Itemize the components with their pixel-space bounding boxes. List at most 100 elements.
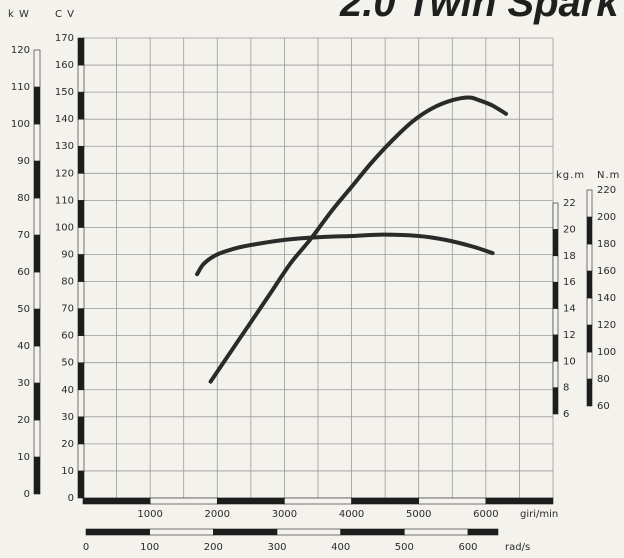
cv-axis-segment <box>77 91 85 120</box>
kgm-axis-segment <box>552 334 559 362</box>
kw-tick-label: 80 <box>17 193 30 204</box>
kw-axis-segment <box>33 123 41 162</box>
rads-axis-segment <box>404 528 469 536</box>
kw-axis-segment <box>33 234 41 273</box>
cv-axis-segment <box>77 443 85 472</box>
nm-axis-segment <box>586 324 593 353</box>
kgm-axis-segment <box>552 229 559 257</box>
nm-axis-segment <box>586 243 593 272</box>
kgm-tick-label: 6 <box>563 409 569 420</box>
cv-tick-label: 130 <box>55 141 74 152</box>
kw-tick-label: 40 <box>17 341 30 352</box>
kw-tick-label: 120 <box>11 45 30 56</box>
kw-axis-unit: k W <box>8 9 30 20</box>
cv-tick-label: 120 <box>55 168 74 179</box>
torque-curve <box>195 232 495 277</box>
kw-axis-segment <box>33 308 41 347</box>
kw-tick-label: 0 <box>24 489 30 500</box>
kw-tick-label: 70 <box>17 230 30 241</box>
x-axis-unit: giri/min <box>520 509 558 520</box>
rpm-tick-label: 4000 <box>339 509 364 520</box>
power-curve <box>208 95 508 384</box>
rads-tick-label: 400 <box>331 542 350 553</box>
nm-tick-label: 180 <box>597 239 616 250</box>
cv-tick-label: 40 <box>61 385 74 396</box>
cv-tick-label: 140 <box>55 114 74 125</box>
cv-tick-label: 100 <box>55 222 74 233</box>
rpm-tick-label: 5000 <box>406 509 431 520</box>
kw-tick-label: 50 <box>17 304 30 315</box>
rads-axis-segment <box>149 528 214 536</box>
cv-axis-segment <box>77 227 85 255</box>
cv-axis-segment <box>77 145 85 174</box>
kw-tick-label: 10 <box>17 452 30 463</box>
kw-axis-segment <box>33 160 41 199</box>
kw-axis-segment <box>33 419 41 458</box>
rpm-tick-label: 1000 <box>137 509 162 520</box>
kw-axis-segment <box>33 345 41 384</box>
nm-tick-label: 160 <box>597 266 616 277</box>
kw-tick-label: 60 <box>17 267 30 278</box>
nm-axis-segment <box>586 351 593 380</box>
rads-tick-label: 200 <box>204 542 223 553</box>
nm-tick-label: 60 <box>597 401 610 412</box>
rads-axis-segment <box>213 528 278 536</box>
rads-axis-segment <box>340 528 405 536</box>
kw-axis-segment <box>33 271 41 310</box>
kw-tick-label: 20 <box>17 415 30 426</box>
rpm-tick-label: 3000 <box>272 509 297 520</box>
x2-axis-unit: rad/s <box>505 542 530 553</box>
rads-tick-label: 300 <box>267 542 286 553</box>
rads-tick-label: 500 <box>395 542 414 553</box>
kw-tick-label: 100 <box>11 119 30 130</box>
kgm-axis-segment <box>552 281 559 309</box>
cv-tick-label: 20 <box>61 439 74 450</box>
cv-tick-label: 150 <box>55 87 74 98</box>
kgm-tick-label: 16 <box>563 277 576 288</box>
kgm-axis-segment <box>552 255 559 283</box>
cv-axis-segment <box>77 335 85 364</box>
cv-axis-segment <box>77 470 85 499</box>
nm-axis-segment <box>586 270 593 299</box>
nm-tick-label: 120 <box>597 320 616 331</box>
kgm-axis-segment <box>552 387 559 415</box>
cv-axis-segment <box>77 416 85 445</box>
rpm-axis-segment <box>149 497 218 505</box>
kw-axis-segment <box>33 382 41 421</box>
kw-tick-label: 30 <box>17 378 30 389</box>
kgm-axis-segment <box>552 360 559 388</box>
cv-axis-segment <box>77 118 85 147</box>
rads-tick-label: 0 <box>83 542 89 553</box>
nm-axis-segment <box>586 297 593 326</box>
cv-axis-segment <box>77 37 85 66</box>
cv-axis-segment <box>77 308 85 336</box>
rads-tick-label: 600 <box>458 542 477 553</box>
kw-tick-label: 110 <box>11 82 30 93</box>
nm-axis-segment <box>586 189 593 218</box>
cv-tick-label: 50 <box>61 358 74 369</box>
rpm-axis-segment <box>284 497 352 505</box>
rpm-axis-segment <box>418 497 487 505</box>
nm-tick-label: 200 <box>597 212 616 223</box>
cv-tick-label: 10 <box>61 466 74 477</box>
kgm-axis-unit: kg.m <box>556 170 585 181</box>
cv-tick-label: 70 <box>61 304 74 315</box>
kw-tick-label: 90 <box>17 156 30 167</box>
nm-tick-label: 220 <box>597 185 616 196</box>
nm-axis-segment <box>586 378 593 407</box>
cv-axis-segment <box>77 254 85 282</box>
cv-axis-segment <box>77 281 85 309</box>
nm-axis-segment <box>586 216 593 245</box>
kgm-tick-label: 22 <box>563 198 576 209</box>
rpm-axis-segment <box>485 497 554 505</box>
rpm-tick-label: 2000 <box>205 509 230 520</box>
cv-tick-label: 0 <box>68 493 74 504</box>
rads-axis-segment <box>85 528 150 536</box>
cv-tick-label: 110 <box>55 195 74 206</box>
cv-axis-segment <box>77 64 85 93</box>
cv-tick-label: 160 <box>55 60 74 71</box>
cv-tick-label: 30 <box>61 412 74 423</box>
chart-title: 2.0 Twin Spark <box>339 0 620 25</box>
kgm-axis-segment <box>552 308 559 336</box>
